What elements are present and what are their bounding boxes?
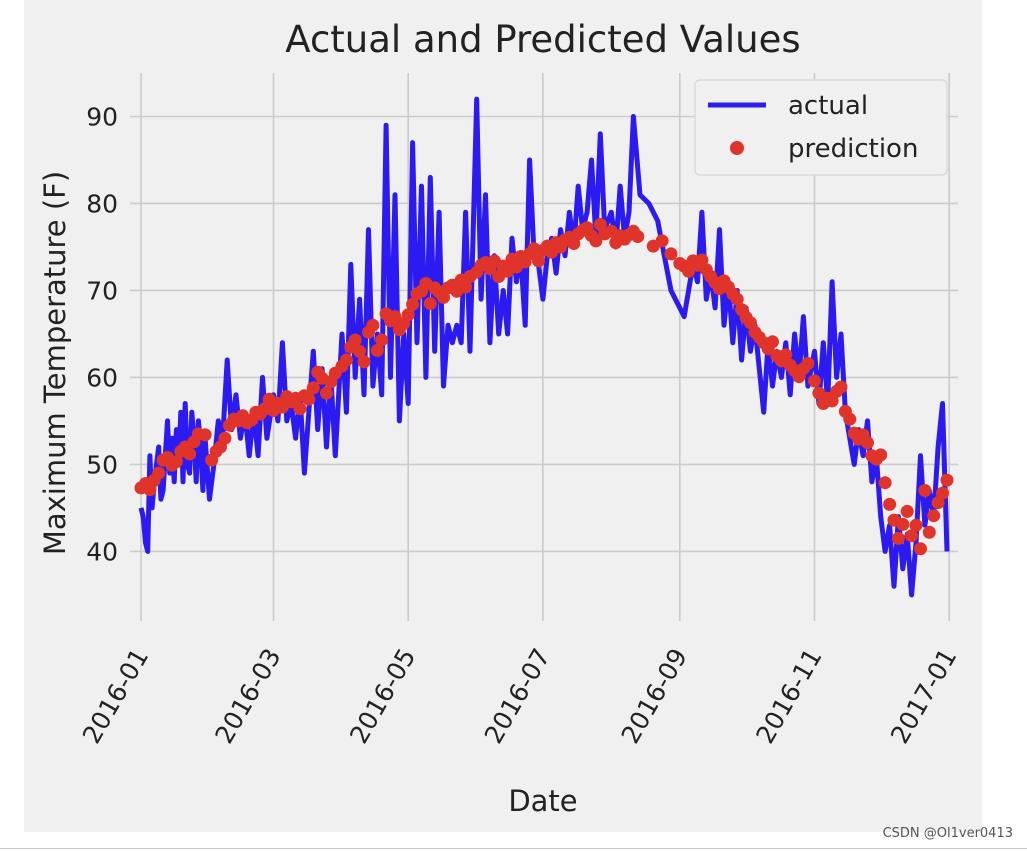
prediction-point bbox=[909, 518, 923, 532]
prediction-point bbox=[664, 247, 678, 261]
chart-title: Actual and Predicted Values bbox=[285, 18, 800, 61]
y-tick-label: 90 bbox=[86, 102, 118, 131]
prediction-point bbox=[169, 455, 183, 469]
prediction-point bbox=[353, 344, 367, 358]
prediction-point bbox=[348, 333, 362, 347]
prediction-point bbox=[730, 292, 744, 306]
prediction-point bbox=[366, 318, 380, 332]
y-tick-label: 60 bbox=[86, 363, 118, 392]
prediction-point bbox=[406, 297, 420, 311]
prediction-point bbox=[896, 517, 910, 531]
prediction-point bbox=[808, 374, 821, 388]
prediction-point bbox=[357, 355, 371, 369]
y-tick-label: 40 bbox=[86, 537, 118, 566]
prediction-point bbox=[152, 466, 166, 480]
prediction-point bbox=[293, 402, 307, 416]
prediction-point bbox=[834, 380, 848, 394]
grid bbox=[130, 73, 958, 621]
y-tick-label: 80 bbox=[86, 189, 118, 218]
prediction-point bbox=[218, 431, 232, 445]
actual-line bbox=[138, 96, 950, 598]
y-tick-label: 70 bbox=[86, 276, 118, 305]
x-axis-label: Date bbox=[508, 784, 577, 818]
prediction-point bbox=[375, 333, 389, 347]
prediction-point bbox=[874, 448, 888, 462]
prediction-point bbox=[459, 280, 473, 294]
prediction-point bbox=[589, 234, 603, 248]
prediction-point bbox=[883, 497, 897, 511]
prediction-point bbox=[936, 486, 949, 500]
prediction-point bbox=[655, 234, 669, 248]
legend-prediction-label: prediction bbox=[788, 134, 918, 164]
prediction-point bbox=[423, 297, 437, 310]
y-axis-label: Maximum Temperature (F) bbox=[38, 171, 72, 555]
prediction-point bbox=[891, 531, 905, 545]
prediction-point bbox=[320, 386, 333, 400]
prediction-point bbox=[766, 335, 779, 349]
prediction-point bbox=[843, 412, 857, 426]
prediction-point bbox=[801, 357, 815, 370]
prediction-point bbox=[914, 542, 927, 556]
prediction-point bbox=[302, 392, 316, 406]
prediction-point bbox=[918, 484, 932, 497]
legend: actual prediction bbox=[694, 79, 948, 176]
y-axis-ticks: 40 50 60 70 80 90 bbox=[86, 102, 118, 566]
legend-prediction-swatch bbox=[730, 141, 744, 155]
prediction-point bbox=[339, 353, 353, 367]
legend-actual-label: actual bbox=[788, 91, 868, 121]
prediction-point bbox=[388, 310, 402, 324]
prediction-point bbox=[306, 381, 320, 395]
prediction-point bbox=[878, 476, 892, 490]
prediction-point bbox=[922, 525, 936, 539]
watermark: CSDN @Ol1ver0413 bbox=[882, 826, 1013, 841]
prediction-point bbox=[861, 436, 874, 450]
prediction-series bbox=[134, 217, 954, 556]
prediction-point bbox=[927, 509, 941, 523]
prediction-point bbox=[631, 230, 645, 243]
prediction-point bbox=[370, 344, 384, 357]
bottom-divider bbox=[0, 848, 1027, 849]
prediction-point bbox=[940, 473, 954, 487]
prediction-point bbox=[183, 447, 197, 461]
prediction-point bbox=[900, 504, 914, 518]
actual-series bbox=[138, 96, 950, 598]
y-tick-label: 50 bbox=[86, 450, 118, 479]
prediction-point bbox=[198, 428, 212, 442]
prediction-point bbox=[905, 529, 919, 543]
prediction-point bbox=[401, 308, 415, 322]
prediction-point bbox=[779, 348, 793, 362]
prediction-point bbox=[532, 254, 545, 268]
